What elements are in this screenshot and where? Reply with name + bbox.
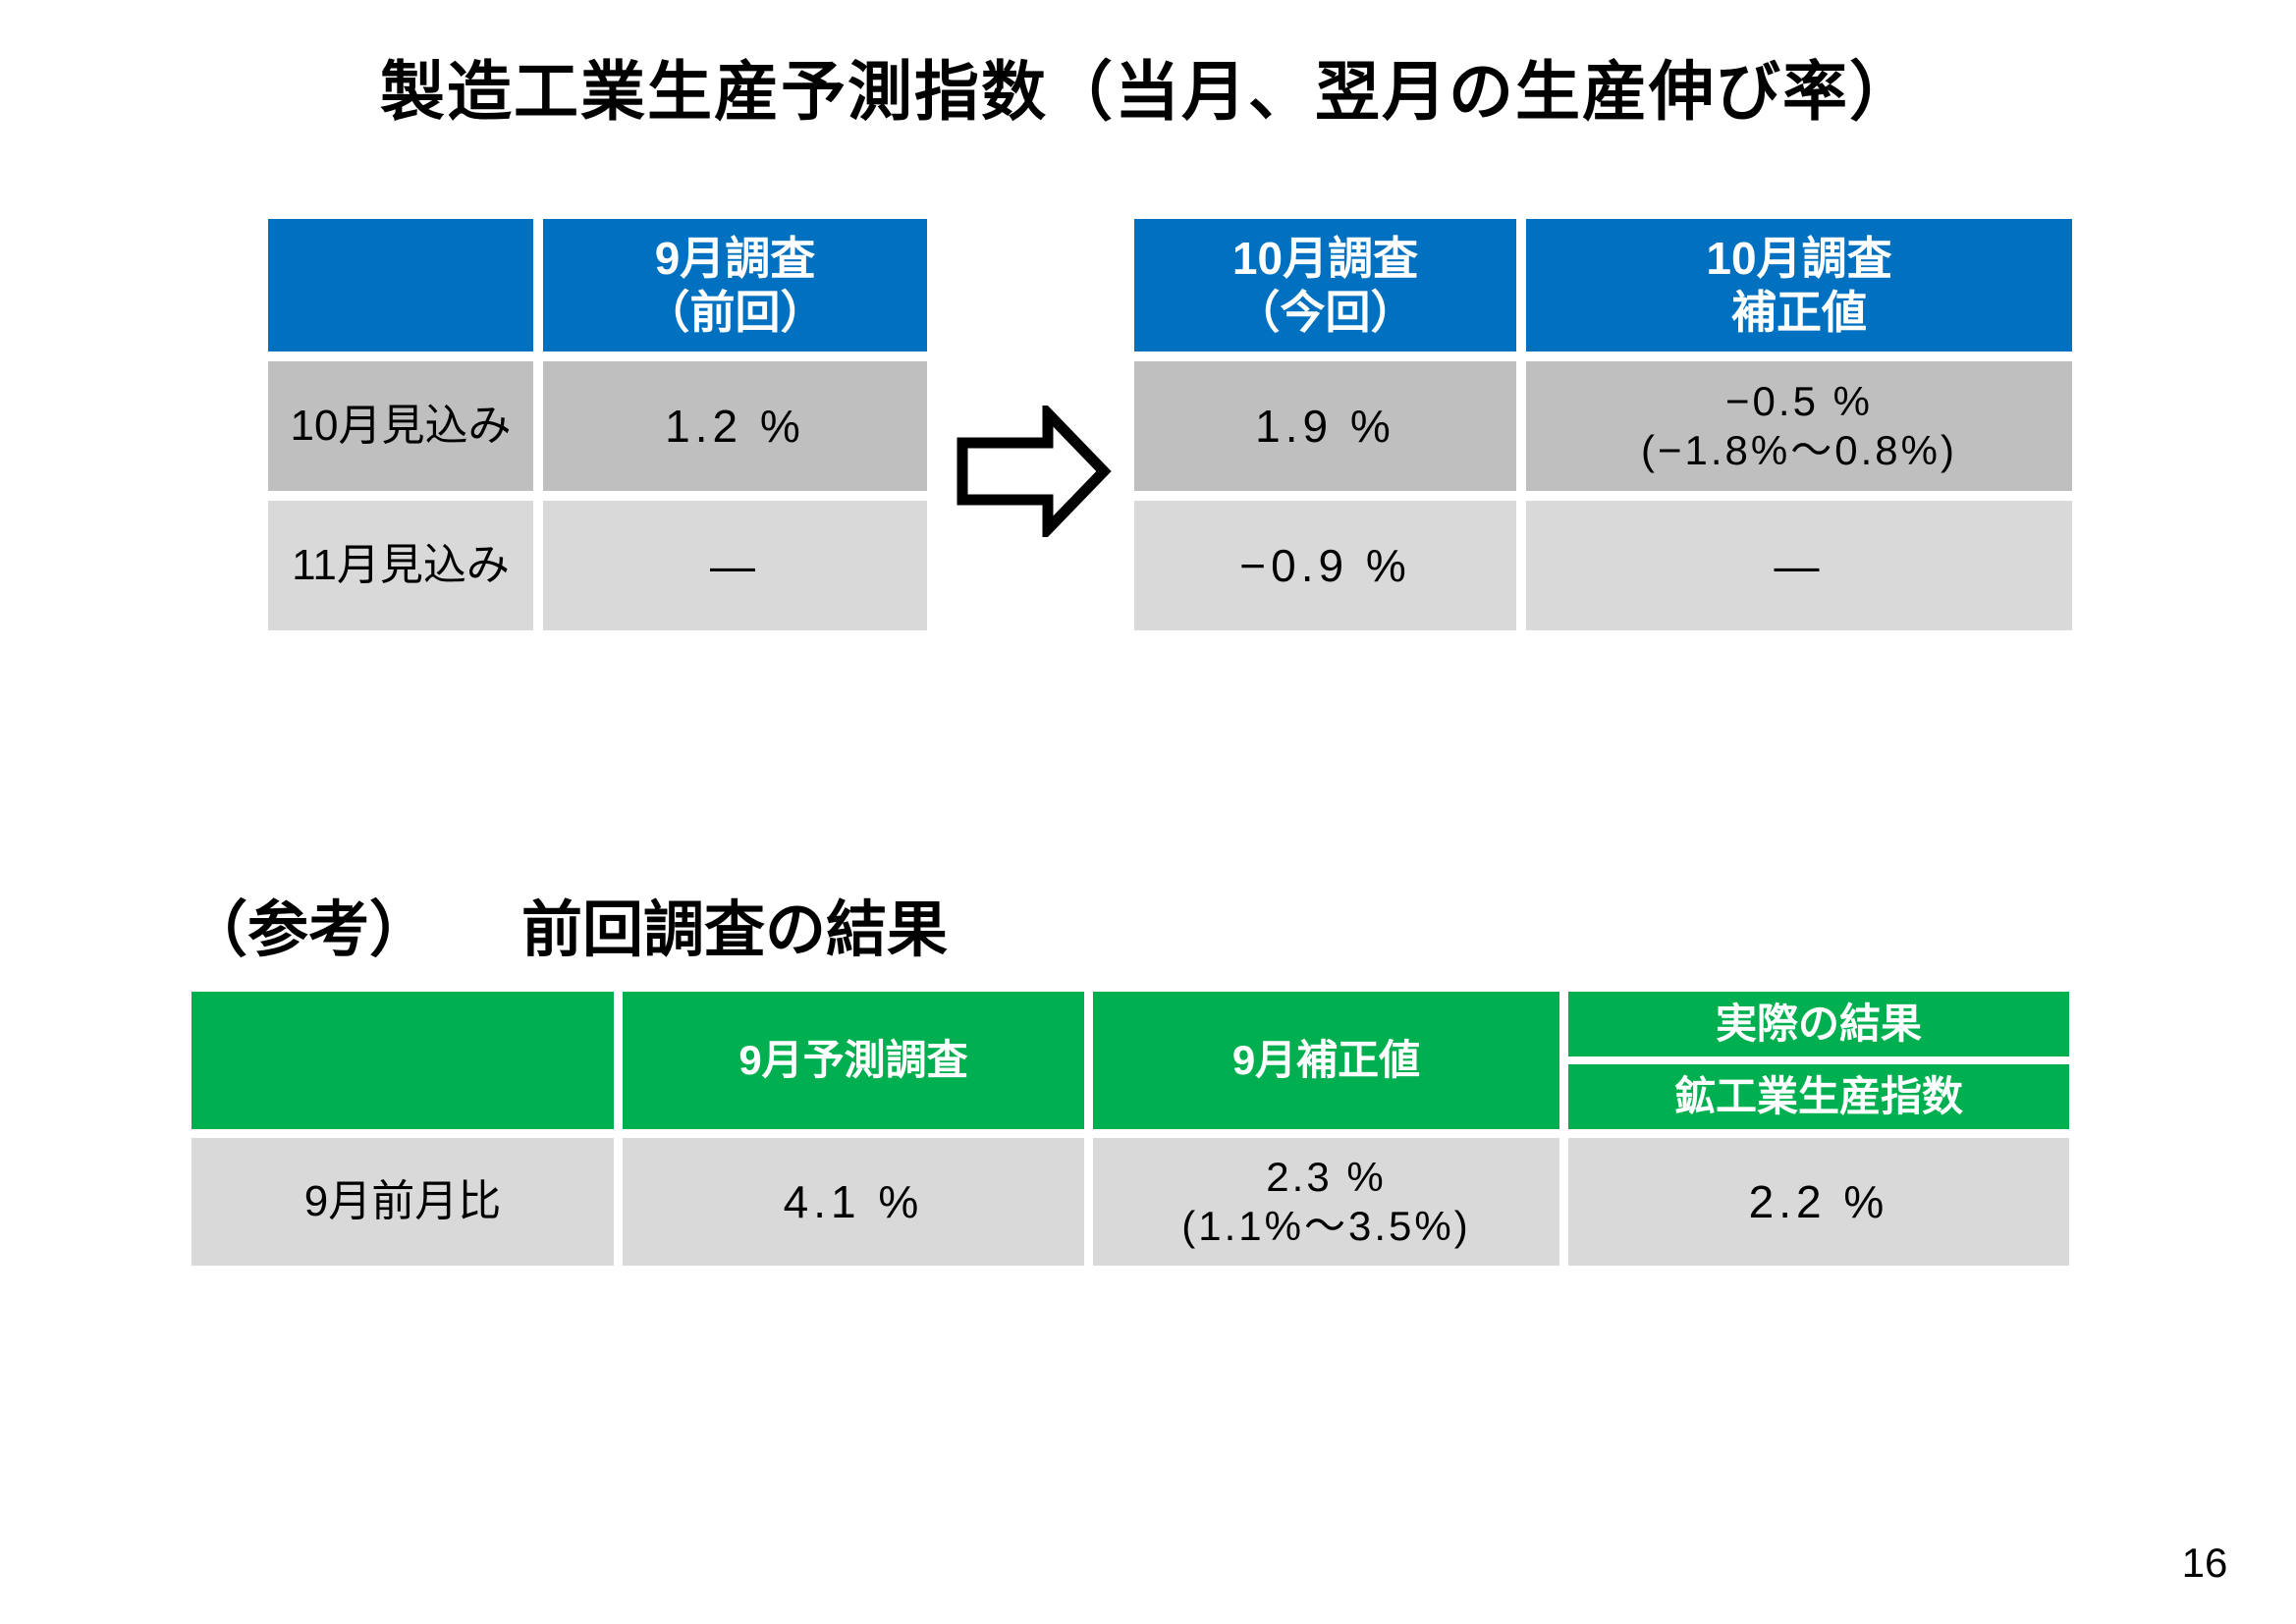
forecast-table-current: 10月調査 （今回） 10月調査 補正値 1.9 % −0.5 % (−1.8%… [1134,219,2072,630]
forecast-row-label-october: 10月見込み [268,361,533,491]
forecast-curr-col-header-corrected: 10月調査 補正値 [1526,219,2072,352]
reference-section-title: （参考） 前回調査の結果 [187,896,949,964]
forecast-prev-corner-cell [268,219,533,352]
forecast-table-previous: 9月調査 （前回） 10月見込み 1.2 % 11月見込み — [268,219,927,630]
right-arrow-icon [957,406,1112,537]
forecast-row-label-november: 11月見込み [268,501,533,630]
forecast-prev-col-header: 9月調査 （前回） [543,219,927,352]
reference-col-header-forecast: 9月予測調査 [623,992,1084,1129]
reference-corrected-value: 2.3 % (1.1%～3.5%) [1093,1138,1559,1266]
forecast-curr-october-survey-value: 1.9 % [1134,361,1516,491]
forecast-curr-col-header-survey: 10月調査 （今回） [1134,219,1516,352]
reference-corner-cell [191,992,614,1129]
reference-actual-value: 2.2 % [1568,1138,2069,1266]
reference-col-header-corrected: 9月補正値 [1093,992,1559,1129]
page-number: 16 [2181,1540,2228,1586]
forecast-curr-november-survey-value: −0.9 % [1134,501,1516,630]
forecast-curr-november-corrected-value: — [1526,501,2072,630]
reference-forecast-value: 4.1 % [623,1138,1084,1266]
slide-title: 製造工業生産予測指数（当月、翌月の生産伸び率） [380,55,1916,128]
reference-col-header-actual-group: 実際の結果 鉱工業生産指数 [1568,992,2069,1129]
forecast-prev-october-value: 1.2 % [543,361,927,491]
reference-header-iip: 鉱工業生産指数 [1568,1064,2069,1129]
reference-header-actual-result: 実際の結果 [1568,992,2069,1056]
forecast-prev-november-value: — [543,501,927,630]
reference-row-label: 9月前月比 [191,1138,614,1266]
reference-table: 9月予測調査 9月補正値 実際の結果 鉱工業生産指数 9月前月比 4.1 % 2… [191,992,2069,1266]
forecast-curr-october-corrected-value: −0.5 % (−1.8%～0.8%) [1526,361,2072,491]
